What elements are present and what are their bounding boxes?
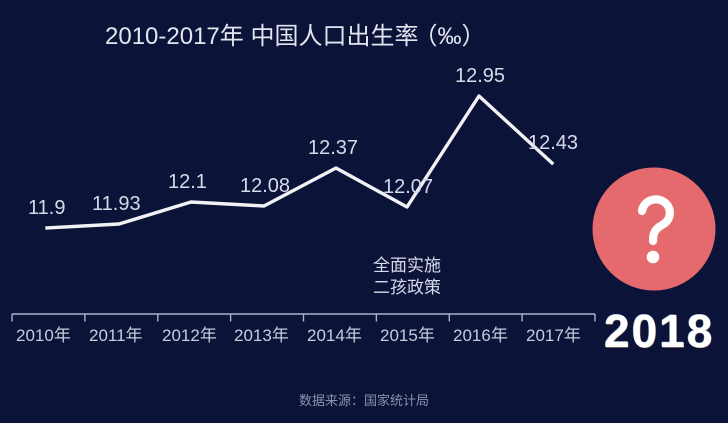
svg-text:2015年: 2015年	[380, 326, 435, 345]
svg-text:12.37: 12.37	[308, 137, 358, 159]
svg-text:数据来源：国家统计局: 数据来源：国家统计局	[299, 393, 429, 408]
svg-text:11.9: 11.9	[28, 197, 65, 219]
svg-text:2018: 2018	[604, 305, 714, 357]
svg-text:12.08: 12.08	[240, 175, 290, 197]
svg-text:二孩政策: 二孩政策	[373, 278, 441, 297]
svg-text:11.93: 11.93	[92, 193, 141, 215]
svg-text:2016年: 2016年	[453, 326, 508, 345]
svg-text:12.43: 12.43	[528, 132, 578, 154]
svg-text:全面实施: 全面实施	[373, 256, 441, 275]
svg-text:12.07: 12.07	[383, 176, 433, 198]
svg-text:2010年: 2010年	[16, 326, 71, 345]
svg-text:2012年: 2012年	[162, 326, 217, 345]
svg-text:12.95: 12.95	[455, 65, 505, 87]
svg-text:2014年: 2014年	[307, 326, 362, 345]
svg-text:2017年: 2017年	[526, 326, 581, 345]
svg-text:12.1: 12.1	[168, 171, 207, 193]
svg-text:2013年: 2013年	[234, 326, 289, 345]
svg-text:2011年: 2011年	[89, 326, 143, 345]
